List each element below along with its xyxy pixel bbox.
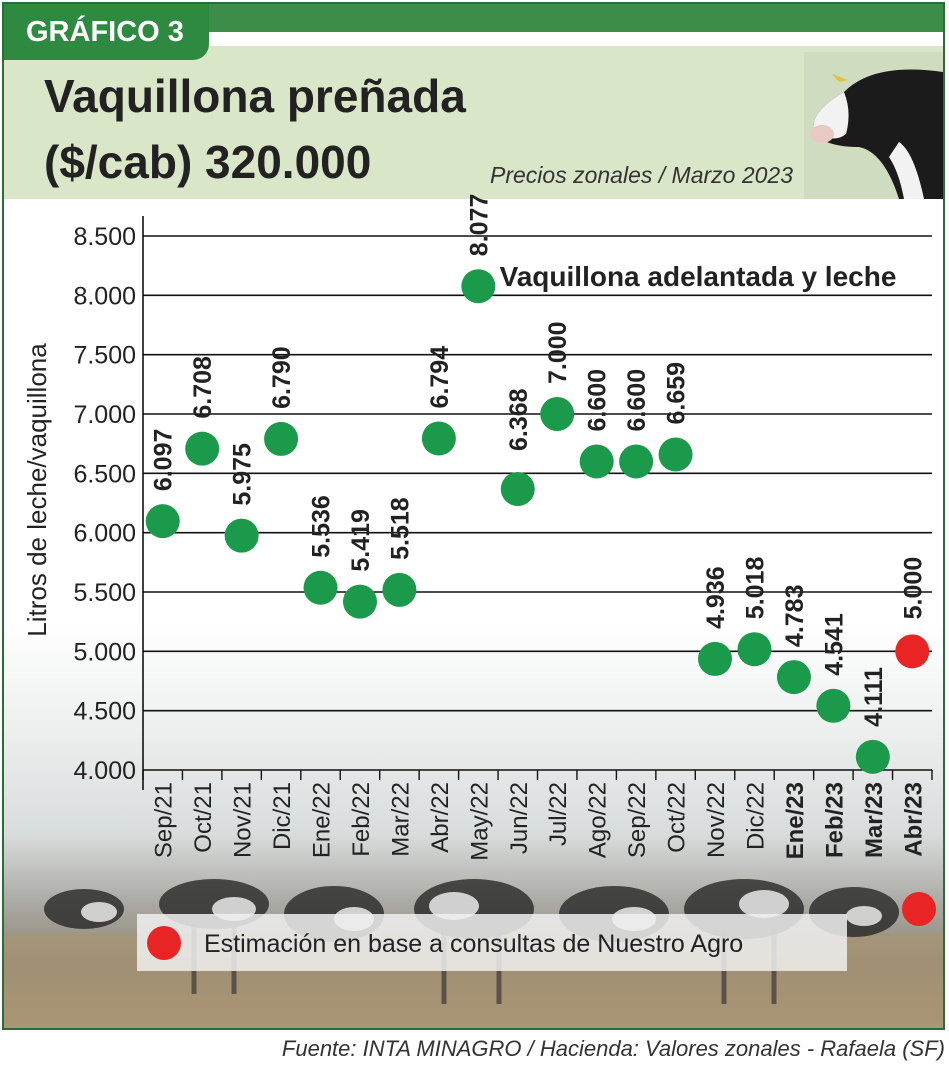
y-axis: 4.000 4.500 5.000 5.500 6.000 6.500 7.000 7.500… (73, 216, 144, 790)
x-tick-label: Sep/22 (624, 782, 651, 858)
data-label: 6.794 (426, 346, 454, 409)
legend-estimate-label: Estimación en base a consultas de Nuestr… (204, 930, 744, 958)
data-point (658, 437, 693, 472)
x-tick-label: Ene/23 (782, 782, 809, 859)
x-tick-label: Feb/23 (821, 782, 848, 858)
data-label: 6.659 (663, 362, 691, 425)
chart-badge: GRÁFICO 3 (4, 4, 209, 60)
chart-source: Fuente: INTA MINAGRO / Hacienda: Valores… (281, 1036, 945, 1061)
y-tick-label: 4.500 (73, 698, 136, 726)
data-label: 6.097 (150, 429, 178, 492)
x-axis: Sep/21 Oct/21 Nov/21 Dic/21 Ene/22 Feb/22 Mar/… (142, 770, 933, 861)
legend-estimate-marker (147, 926, 181, 960)
data-point (540, 397, 575, 431)
x-tick-label: Mar/22 (387, 782, 414, 857)
y-tick-label: 8.500 (73, 223, 136, 251)
data-label: 5.536 (308, 495, 336, 558)
x-tick-label: Oct/21 (190, 782, 217, 853)
x-tick-label: Sep/21 (151, 782, 178, 858)
y-tick-label: 5.000 (73, 638, 136, 666)
chart-gridlines (143, 235, 932, 771)
data-label: 4.936 (702, 566, 730, 629)
x-tick-label: Ene/22 (309, 782, 336, 858)
x-tick-label: May/22 (466, 782, 493, 861)
data-point (342, 584, 377, 619)
y-tick-label: 6.500 (73, 460, 136, 488)
x-tick-label: Abr/22 (427, 782, 454, 853)
data-label: 5.000 (899, 557, 927, 620)
x-tick-label: Nov/21 (230, 782, 257, 858)
chart-title: Vaquillona preñada (44, 70, 466, 122)
data-point (461, 269, 496, 304)
x-tick-label: Dic/22 (742, 782, 769, 850)
cow-head-icon (804, 52, 943, 199)
y-tick-label: 8.000 (73, 282, 136, 310)
data-label: 5.419 (347, 509, 375, 572)
data-label: 5.018 (741, 557, 769, 620)
estimate-marker-icon (902, 892, 936, 926)
y-tick-label: 7.000 (73, 401, 136, 429)
data-point (421, 421, 456, 456)
x-tick-label: Ago/22 (585, 782, 612, 858)
data-label: 6.600 (584, 369, 612, 432)
data-point (737, 632, 772, 667)
y-axis-label: Litros de leche/vaquillona (22, 343, 52, 637)
y-tick-label: 7.500 (73, 342, 136, 370)
x-tick-label: Abr/23 (900, 782, 927, 857)
y-tick-label: 6.000 (73, 520, 136, 548)
estimate-point (895, 634, 930, 669)
chart-annotation: Vaquillona adelantada y leche (500, 261, 897, 292)
data-point (855, 739, 890, 774)
x-tick-label: Mar/23 (861, 782, 888, 858)
x-tick-label: Jun/22 (506, 782, 533, 854)
data-point (145, 504, 180, 539)
data-point (776, 660, 811, 695)
data-label: 4.783 (781, 585, 809, 648)
data-label: 4.111 (860, 667, 888, 727)
chart-title-price: ($/cab) 320.000 (44, 136, 372, 188)
data-label: 6.790 (268, 346, 296, 409)
data-point (579, 444, 614, 479)
y-tick-label: 4.000 (73, 757, 136, 785)
data-point (698, 641, 733, 676)
data-point (224, 518, 259, 553)
y-tick-label: 5.500 (73, 579, 136, 607)
data-point (619, 444, 654, 479)
data-label: 6.708 (189, 356, 217, 419)
infographic-frame: GRÁFICO 3 Vaquillona preñada ($/cab) 320… (2, 2, 945, 1030)
data-label: 6.368 (505, 388, 533, 451)
data-label: 4.541 (820, 613, 848, 676)
x-tick-label: Dic/21 (269, 782, 296, 850)
data-point (500, 471, 535, 506)
x-tick-label: Nov/22 (703, 782, 730, 858)
data-label: 7.000 (544, 321, 572, 384)
header-white-stripe (204, 32, 943, 46)
x-tick-label: Feb/22 (348, 782, 375, 857)
x-tick-label: Jul/22 (545, 782, 572, 846)
data-point (264, 421, 299, 456)
data-label: 5.975 (229, 443, 257, 506)
data-point (382, 572, 417, 607)
chart-note: Precios zonales / Marzo 2023 (490, 162, 793, 188)
data-point (816, 688, 851, 723)
data-label: 8.077 (465, 194, 493, 257)
legend-box (137, 914, 847, 971)
data-point (303, 570, 338, 605)
data-label: 5.518 (386, 497, 414, 560)
x-tick-label: Oct/22 (664, 782, 691, 853)
data-label: 6.600 (623, 369, 651, 432)
data-points: 6.097 6.708 5.975 6.790 5.536 5.419 5.518 6.794… (145, 194, 930, 774)
data-point (185, 431, 220, 466)
